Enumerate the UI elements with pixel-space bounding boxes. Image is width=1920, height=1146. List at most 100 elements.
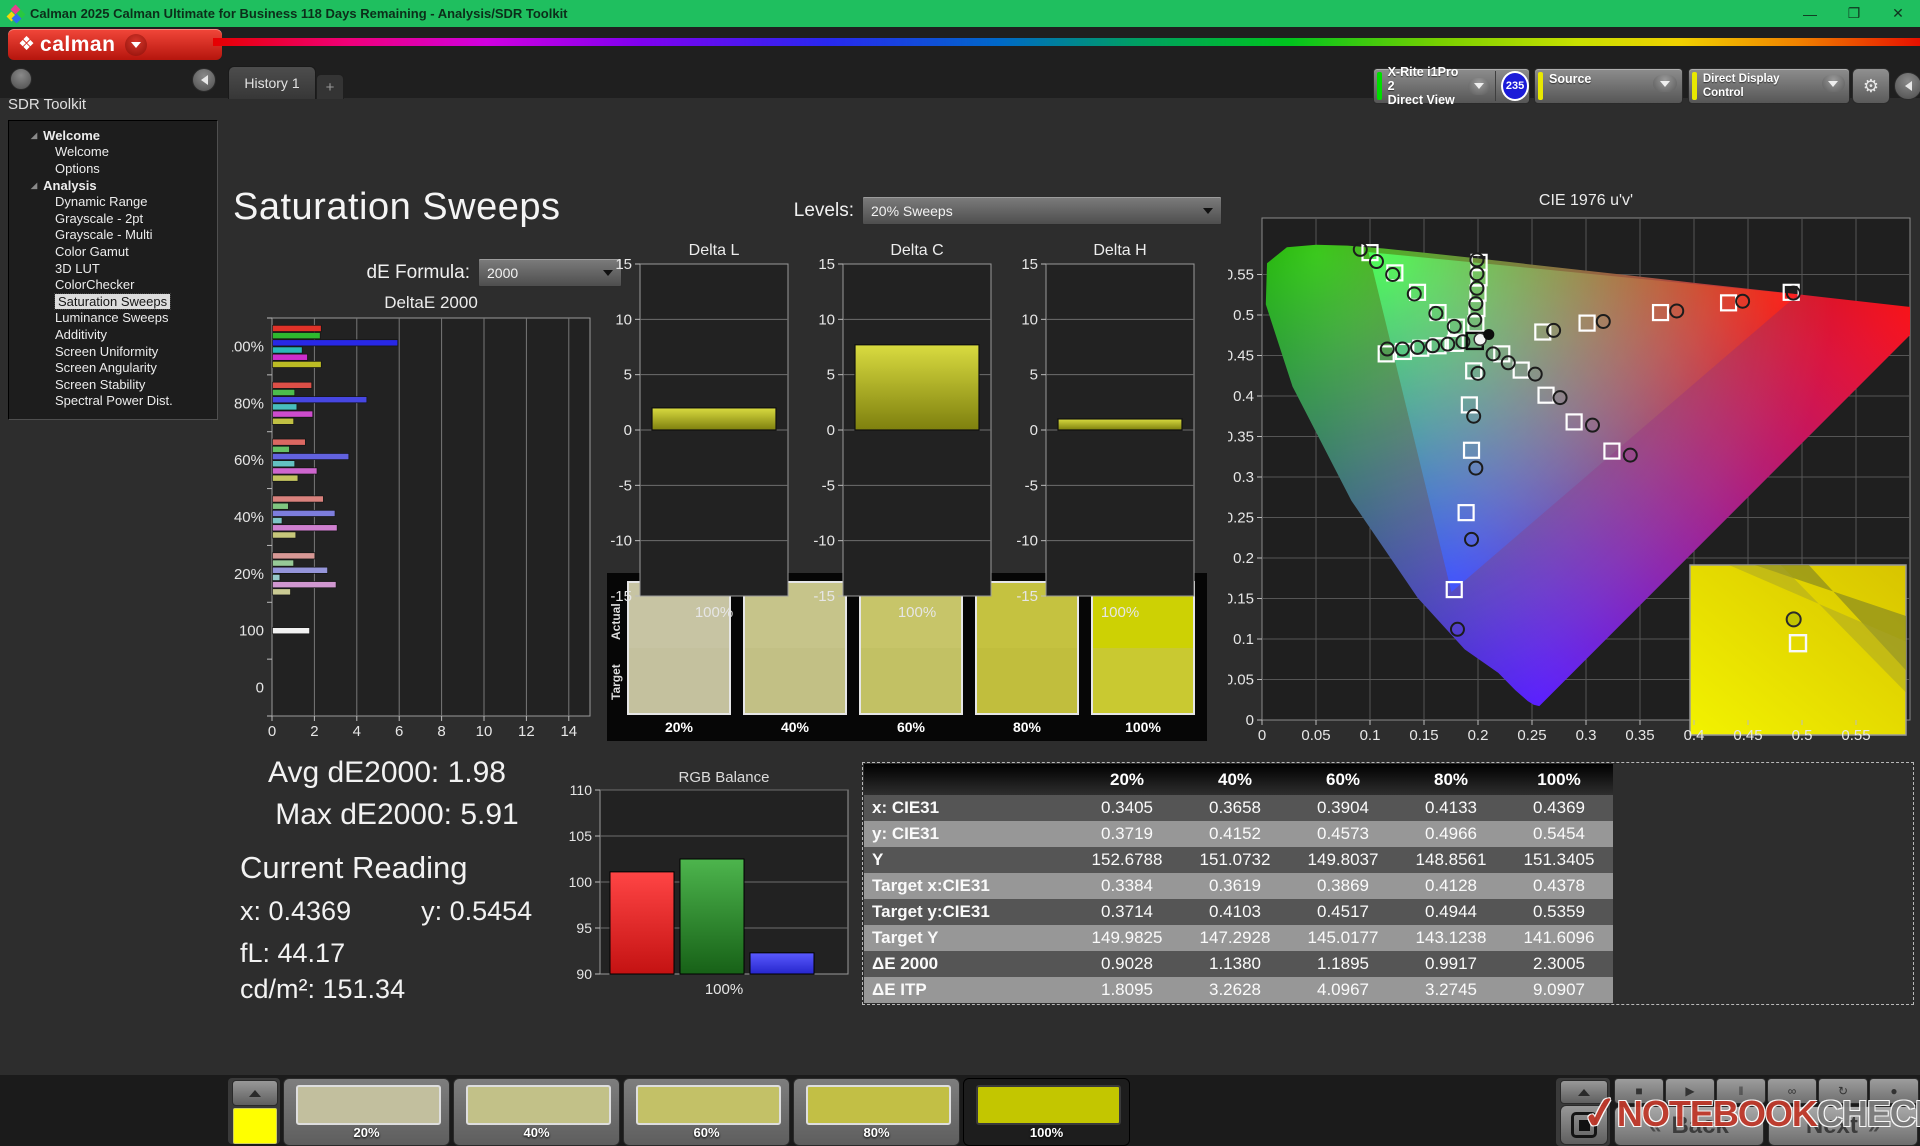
sidebar-item-screen-angularity[interactable]: Screen Angularity	[55, 360, 157, 376]
sidebar-item-screen-stability[interactable]: Screen Stability	[55, 376, 146, 392]
patch-card-80%[interactable]: 80%	[793, 1078, 960, 1146]
svg-text:14: 14	[560, 723, 577, 740]
meter-dropdown-icon[interactable]	[1468, 77, 1491, 95]
chevron-left-icon	[1904, 81, 1912, 91]
svg-text:0.55: 0.55	[1841, 727, 1870, 744]
pause-button[interactable]: ‖	[1716, 1078, 1766, 1104]
close-button[interactable]: ✕	[1892, 5, 1904, 21]
patch-card-100%[interactable]: 100%	[963, 1078, 1130, 1146]
levels-dropdown[interactable]: 20% Sweeps	[862, 196, 1222, 225]
de-formula-dropdown[interactable]: 2000	[478, 258, 622, 287]
compare-swatch-label: 100%	[1125, 719, 1161, 735]
svg-text:-15: -15	[1016, 588, 1038, 605]
record-button[interactable]: ●	[1869, 1078, 1919, 1104]
svg-text:0.3: 0.3	[1233, 469, 1254, 486]
svg-text:100%: 100%	[705, 981, 743, 998]
next-button[interactable]: Next »	[1768, 1106, 1918, 1146]
source-dropdown-icon[interactable]	[1653, 75, 1677, 92]
saturation-data-table-region[interactable]: 20% 40% 60% 80% 100% x: CIE31 0.3405 0.3658 0.39…	[862, 762, 1914, 1005]
maximize-button[interactable]: ❐	[1847, 5, 1861, 21]
settings-button[interactable]: ⚙	[1852, 68, 1890, 104]
table-row-label: Target x:CIE31	[864, 873, 1073, 899]
table-cell: 1.1895	[1289, 951, 1397, 977]
sidebar-item-saturation-sweeps[interactable]: Saturation Sweeps	[9, 292, 217, 310]
table-cell: 0.4133	[1397, 795, 1505, 821]
display-control[interactable]: Direct Display Control	[1688, 68, 1850, 104]
meter-mode: Direct View	[1387, 93, 1455, 107]
minimize-button[interactable]: —	[1803, 5, 1817, 22]
patch-panel-expand-button[interactable]	[232, 1080, 278, 1106]
svg-text:0.35: 0.35	[1228, 429, 1254, 446]
tree-expander-icon[interactable]: ◢	[31, 180, 38, 190]
patch-swatch	[976, 1085, 1121, 1125]
app-icon	[6, 4, 26, 23]
sidebar-item-dynamic-range[interactable]: Dynamic Range	[55, 194, 148, 210]
deltae2000-chart: DeltaE 2000 100% 80% 60% 40% 20% 100 0 0 2 4 6 8 10 12…	[232, 293, 591, 740]
sidebar-item-color-gamut[interactable]: Color Gamut	[55, 243, 129, 259]
svg-text:100: 100	[569, 874, 593, 890]
meter-count-badge[interactable]: 235	[1501, 71, 1530, 101]
current-patch-swatch	[233, 1108, 277, 1144]
tree-group-analysis[interactable]: ◢ Analysis	[31, 177, 97, 193]
svg-text:15: 15	[615, 256, 632, 273]
sidebar-pin-button[interactable]	[10, 68, 32, 90]
tree-group-welcome[interactable]: ◢ Welcome	[31, 127, 100, 143]
table-row: Target Y 149.9825 147.2928 145.0177 143.1238…	[864, 925, 1613, 951]
stop-button[interactable]: ■	[1614, 1078, 1664, 1104]
collapse-sidebar-button[interactable]	[192, 68, 216, 92]
patch-card-60%[interactable]: 60%	[623, 1078, 790, 1146]
sidebar-item-colorchecker[interactable]: ColorChecker	[55, 277, 135, 293]
stop-measure-button[interactable]	[1560, 1105, 1608, 1145]
svg-text:100%: 100%	[1101, 604, 1139, 621]
table-row-label: x: CIE31	[864, 795, 1073, 821]
patch-card-20%[interactable]: 20%	[283, 1078, 450, 1146]
rgb-balance-chart: RGB Balance 90 95 100 105 110 100%	[569, 769, 849, 998]
table-row-label: ΔE 2000	[864, 951, 1073, 977]
play-icon: ▶	[1685, 1084, 1695, 1098]
sidebar-item-grayscale-multi[interactable]: Grayscale - Multi	[55, 227, 153, 243]
record-icon: ●	[1890, 1084, 1898, 1098]
refresh-button[interactable]: ↻	[1818, 1078, 1868, 1104]
svg-text:0.15: 0.15	[1409, 727, 1438, 744]
tree-expander-icon[interactable]: ◢	[31, 130, 38, 140]
play-button[interactable]: ▶	[1665, 1078, 1715, 1104]
patch-card-40%[interactable]: 40%	[453, 1078, 620, 1146]
table-cell: 9.0907	[1505, 977, 1613, 1003]
collapse-right-panel-button[interactable]	[1894, 72, 1920, 100]
calman-menu-chevron-icon[interactable]	[125, 33, 148, 56]
sidebar-item-luminance-sweeps[interactable]: Luminance Sweeps	[55, 310, 169, 326]
measure-panel-expand-button[interactable]	[1560, 1080, 1608, 1104]
svg-text:10: 10	[476, 723, 493, 740]
svg-text:-10: -10	[1016, 533, 1038, 550]
tab-history-1-label: History 1	[244, 75, 300, 91]
table-cell: 3.2628	[1181, 977, 1289, 1003]
source-control[interactable]: Source	[1534, 68, 1683, 104]
table-cell: 3.2745	[1397, 977, 1505, 1003]
meter-control[interactable]: X-Rite i1Pro 2 Direct View 235	[1373, 65, 1530, 107]
table-cell: 0.4378	[1505, 873, 1613, 899]
tab-history-1[interactable]: History 1	[228, 66, 316, 99]
svg-text:0.2: 0.2	[1233, 550, 1254, 567]
svg-text:5: 5	[624, 367, 632, 384]
table-cell: 0.4369	[1505, 795, 1613, 821]
sidebar-item-screen-uniformity[interactable]: Screen Uniformity	[55, 343, 159, 359]
meter-name: X-Rite i1Pro 2	[1387, 65, 1459, 93]
back-button[interactable]: « Back	[1614, 1106, 1764, 1146]
table-cell: 0.4128	[1397, 873, 1505, 899]
sidebar-item-spectral-power-dist-[interactable]: Spectral Power Dist.	[55, 393, 173, 409]
calman-diamond-icon: ❖	[18, 34, 36, 55]
sidebar-item-additivity[interactable]: Additivity	[55, 326, 108, 342]
add-tab-button[interactable]: +	[316, 74, 344, 99]
calman-menu-button[interactable]: ❖ calman	[8, 29, 222, 60]
compare-swatch-label: 80%	[1012, 719, 1042, 735]
continuous-button[interactable]: ∞	[1767, 1078, 1817, 1104]
sidebar-item-3d-lut[interactable]: 3D LUT	[55, 260, 100, 276]
display-control-dropdown-icon[interactable]	[1821, 75, 1845, 92]
sidebar-item-welcome[interactable]: Welcome	[55, 144, 109, 160]
sidebar-item-options[interactable]: Options	[55, 160, 100, 176]
arrow-up-icon	[1578, 1088, 1590, 1096]
sidebar-item-grayscale-2pt[interactable]: Grayscale - 2pt	[55, 210, 144, 226]
source-label: Source	[1549, 72, 1592, 86]
table-col-header: 80%	[1397, 764, 1505, 795]
svg-text:4: 4	[353, 723, 361, 740]
